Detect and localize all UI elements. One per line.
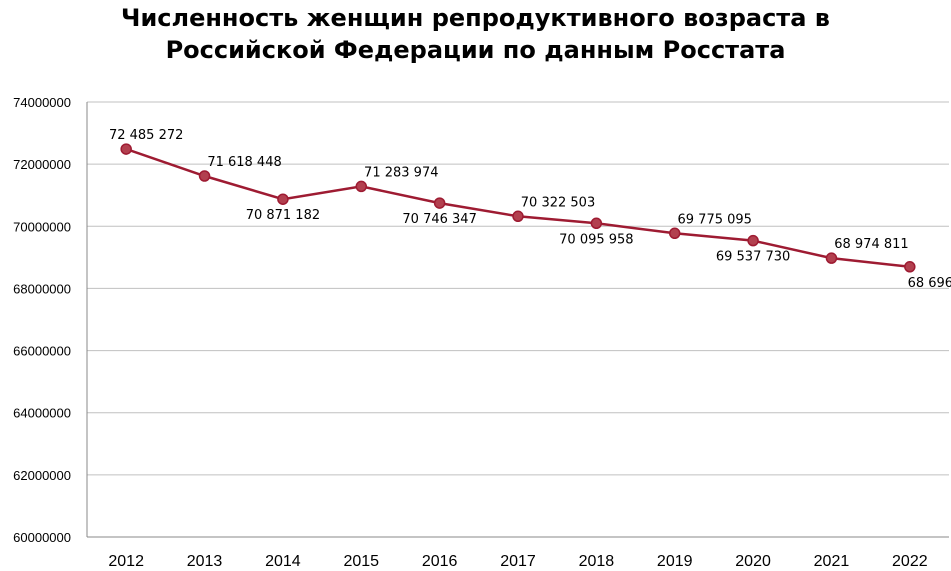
data-label: 72 485 272	[109, 128, 183, 143]
data-point	[277, 193, 289, 205]
data-label: 68 696 712	[908, 276, 951, 291]
y-tick-label: 74000000	[13, 95, 71, 110]
x-tick-label: 2022	[892, 553, 928, 570]
data-point	[747, 234, 759, 247]
chart-title-line-1: Численность женщин репродуктивного возра…	[121, 4, 830, 32]
data-point	[668, 227, 681, 240]
x-tick-label: 2021	[814, 553, 850, 570]
data-label: 70 871 182	[246, 208, 320, 223]
y-tick-label: 62000000	[13, 468, 71, 483]
y-tick-label: 72000000	[13, 157, 71, 172]
data-label: 71 283 974	[364, 165, 438, 180]
data-point	[590, 217, 603, 230]
x-tick-label: 2013	[187, 553, 223, 570]
data-label: 70 746 347	[402, 212, 476, 227]
y-tick-label: 64000000	[13, 406, 71, 421]
y-tick-label: 68000000	[13, 281, 71, 296]
data-point	[512, 210, 524, 223]
y-tick-label: 70000000	[13, 219, 71, 234]
data-label: 71 618 448	[207, 155, 281, 170]
y-tick-label: 66000000	[13, 344, 71, 359]
data-point	[120, 143, 132, 155]
x-tick-label: 2017	[500, 553, 536, 570]
x-tick-label: 2018	[579, 553, 615, 570]
x-tick-label: 2020	[735, 553, 771, 570]
data-label: 70 095 958	[559, 232, 633, 247]
data-label: 69 537 730	[716, 250, 790, 265]
data-point	[825, 252, 838, 264]
data-point	[904, 261, 916, 273]
chart-title-line-2: Российской Федерации по данным Росстата	[165, 36, 786, 64]
data-point	[198, 170, 211, 182]
data-label: 70 322 503	[521, 195, 595, 210]
x-tick-label: 2014	[265, 553, 301, 570]
x-tick-label: 2015	[343, 553, 379, 570]
x-tick-label: 2012	[108, 553, 144, 570]
x-tick-label: 2016	[422, 553, 458, 570]
data-label: 69 775 095	[678, 212, 752, 227]
data-point	[355, 180, 368, 193]
chart-title: Численность женщин репродуктивного возра…	[0, 2, 951, 66]
x-tick-label: 2019	[657, 553, 693, 570]
y-tick-label: 60000000	[13, 530, 71, 545]
data-point	[433, 197, 446, 209]
data-label: 68 974 811	[834, 237, 908, 252]
